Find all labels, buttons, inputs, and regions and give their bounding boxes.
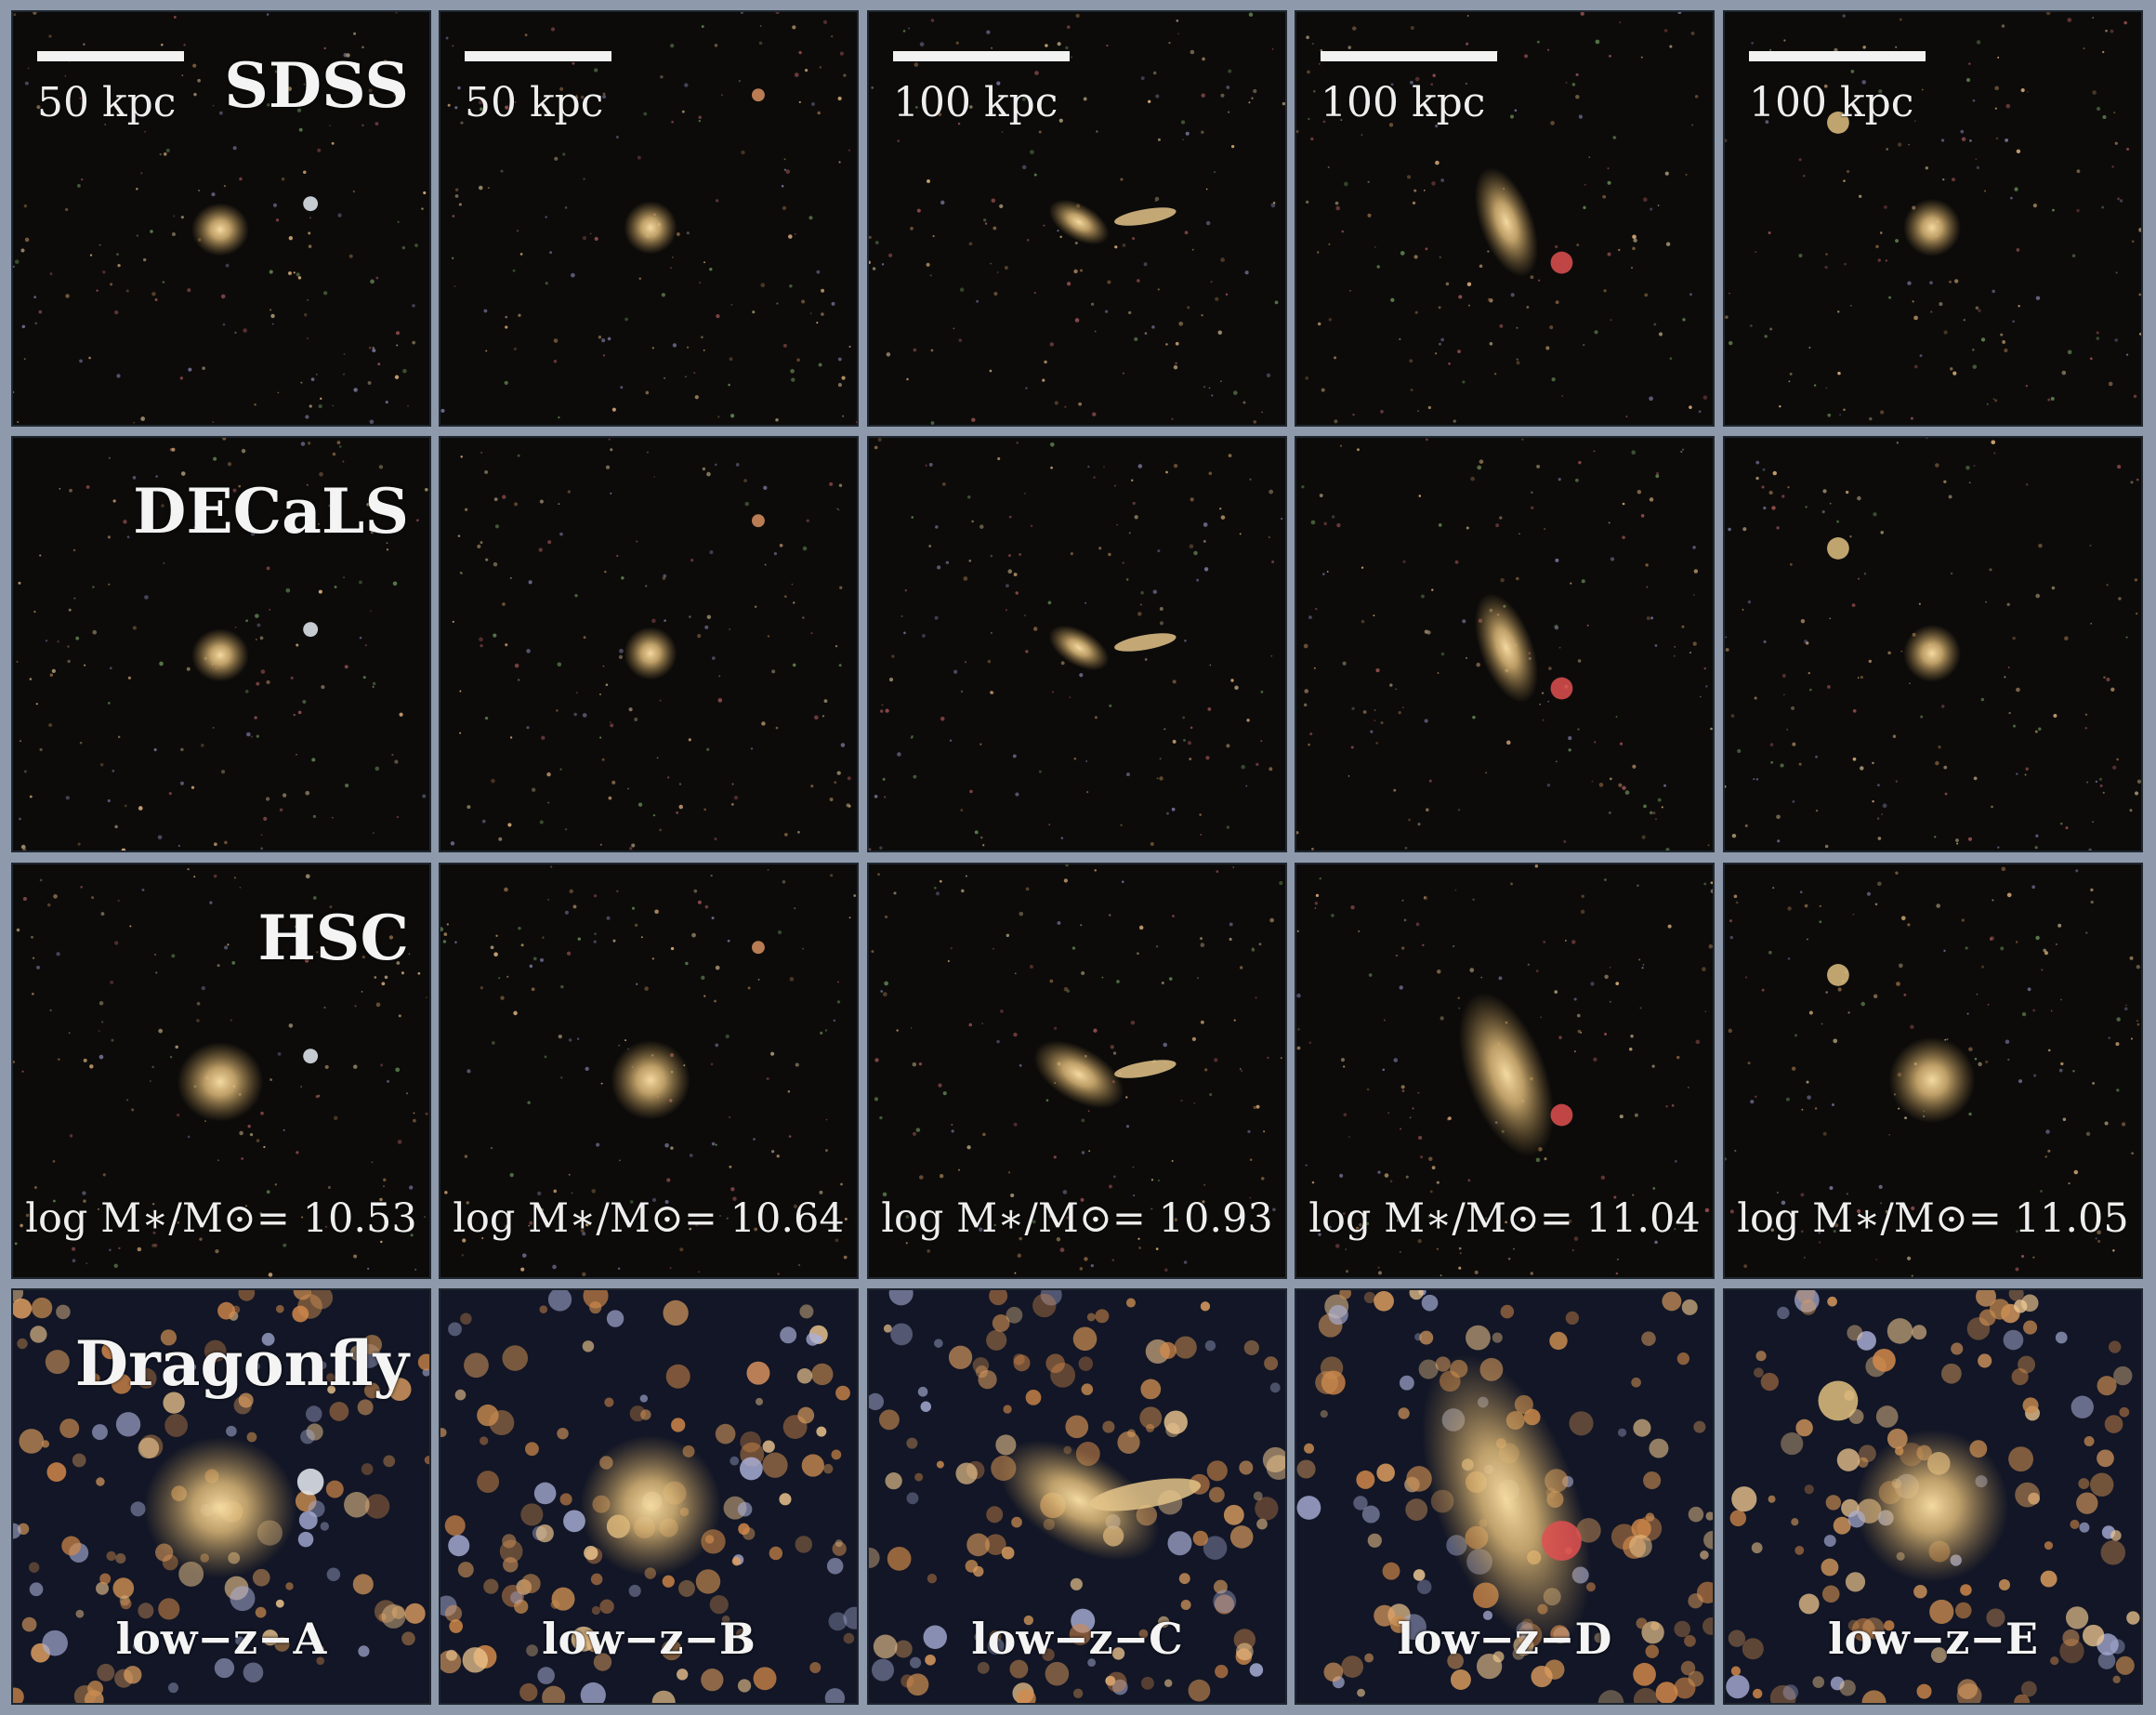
- galaxy: [191, 628, 249, 682]
- image-cell-dragonfly-3: low−z−C: [867, 1288, 1287, 1705]
- image-cell-dragonfly-4: low−z−D: [1295, 1288, 1715, 1705]
- survey-label: Dragonfly: [74, 1327, 409, 1400]
- image-cell-decals-2: [439, 436, 859, 852]
- sky-image: [13, 12, 429, 425]
- galaxy: [1474, 593, 1539, 703]
- galaxy-name-label: low−z−D: [1397, 1614, 1612, 1664]
- scale-label: 100 kpc: [1749, 79, 1914, 126]
- image-cell-sdss-2: 50 kpc: [439, 10, 859, 427]
- sky-image: [13, 438, 429, 851]
- galaxy-name-label: low−z−C: [971, 1614, 1183, 1664]
- galaxy: [1888, 1036, 1976, 1124]
- sky-image: [869, 438, 1285, 851]
- sky-image: [13, 1290, 429, 1703]
- galaxy: [1458, 992, 1555, 1157]
- scale-bar: [37, 51, 184, 61]
- sky-image: [869, 864, 1285, 1277]
- scale-label: 50 kpc: [465, 79, 604, 126]
- sky-image: [440, 438, 857, 851]
- image-cell-decals-1: DECaLS: [11, 436, 431, 852]
- stellar-mass-label: log M∗/M⊙= 10.64: [453, 1195, 845, 1242]
- image-cell-sdss-4: 100 kpc: [1295, 10, 1715, 427]
- galaxy: [579, 1434, 722, 1577]
- galaxy: [177, 1042, 264, 1122]
- sky-image: [1725, 864, 2141, 1277]
- galaxy: [1903, 198, 1961, 257]
- galaxy: [611, 1040, 690, 1120]
- image-cell-dragonfly-2: low−z−B: [439, 1288, 859, 1705]
- survey-label: SDSS: [224, 49, 409, 122]
- image-cell-decals-3: [867, 436, 1287, 852]
- sky-image: [1296, 864, 1713, 1277]
- image-cell-hsc-5: log M∗/M⊙= 11.05: [1723, 863, 2143, 1279]
- image-cell-dragonfly-1: Dragonfly low−z−A: [11, 1288, 431, 1705]
- sky-image: [440, 12, 857, 425]
- sky-image: [1725, 438, 2141, 851]
- galaxy: [1903, 624, 1961, 682]
- scale-bar: [465, 51, 611, 61]
- sky-image: [1296, 438, 1713, 851]
- scale-label: 100 kpc: [893, 79, 1058, 126]
- galaxy: [1048, 199, 1110, 245]
- galaxy: [1033, 1040, 1124, 1109]
- sky-image: [1725, 1290, 2141, 1703]
- survey-label: HSC: [257, 902, 409, 974]
- scale-bar: [1321, 51, 1497, 61]
- sky-image: [440, 1290, 857, 1703]
- stellar-mass-label: log M∗/M⊙= 11.05: [1737, 1195, 2129, 1242]
- scale-bar: [893, 51, 1070, 61]
- sky-image: [13, 864, 429, 1277]
- galaxy-name-label: low−z−B: [542, 1614, 756, 1664]
- image-cell-decals-5: [1723, 436, 2143, 852]
- image-cell-decals-4: [1295, 436, 1715, 852]
- stellar-mass-label: log M∗/M⊙= 11.04: [1308, 1195, 1701, 1242]
- scale-label: 50 kpc: [37, 79, 177, 126]
- stellar-mass-label: log M∗/M⊙= 10.53: [25, 1195, 417, 1242]
- galaxy-name-label: low−z−A: [115, 1614, 327, 1664]
- galaxy: [1421, 1353, 1592, 1647]
- scale-bar: [1749, 51, 1926, 61]
- galaxy: [143, 1436, 297, 1579]
- image-cell-hsc-3: log M∗/M⊙= 10.93: [867, 863, 1287, 1279]
- sky-image: [1725, 12, 2141, 425]
- stellar-mass-label: log M∗/M⊙= 10.93: [881, 1195, 1273, 1242]
- image-cell-hsc-4: log M∗/M⊙= 11.04: [1295, 863, 1715, 1279]
- galaxy: [1855, 1429, 2009, 1583]
- sky-image: [869, 12, 1285, 425]
- galaxy: [1474, 167, 1539, 277]
- image-cell-sdss-5: 100 kpc: [1723, 10, 2143, 427]
- image-cell-hsc-1: HSC log M∗/M⊙= 10.53: [11, 863, 431, 1279]
- sky-image: [1296, 12, 1713, 425]
- galaxy: [998, 1440, 1160, 1561]
- scale-label: 100 kpc: [1321, 79, 1486, 126]
- image-cell-sdss-3: 100 kpc: [867, 10, 1287, 427]
- galaxy: [191, 203, 249, 257]
- galaxy: [624, 201, 677, 255]
- sky-image: [1296, 1290, 1713, 1703]
- galaxy: [624, 627, 677, 680]
- galaxy: [1048, 625, 1110, 671]
- image-cell-sdss-1: SDSS 50 kpc: [11, 10, 431, 427]
- galaxy-name-label: low−z−E: [1827, 1614, 2039, 1664]
- survey-label: DECaLS: [133, 475, 409, 547]
- sky-image: [869, 1290, 1285, 1703]
- image-cell-hsc-2: log M∗/M⊙= 10.64: [439, 863, 859, 1279]
- sky-image: [440, 864, 857, 1277]
- image-cell-dragonfly-5: low−z−E: [1723, 1288, 2143, 1705]
